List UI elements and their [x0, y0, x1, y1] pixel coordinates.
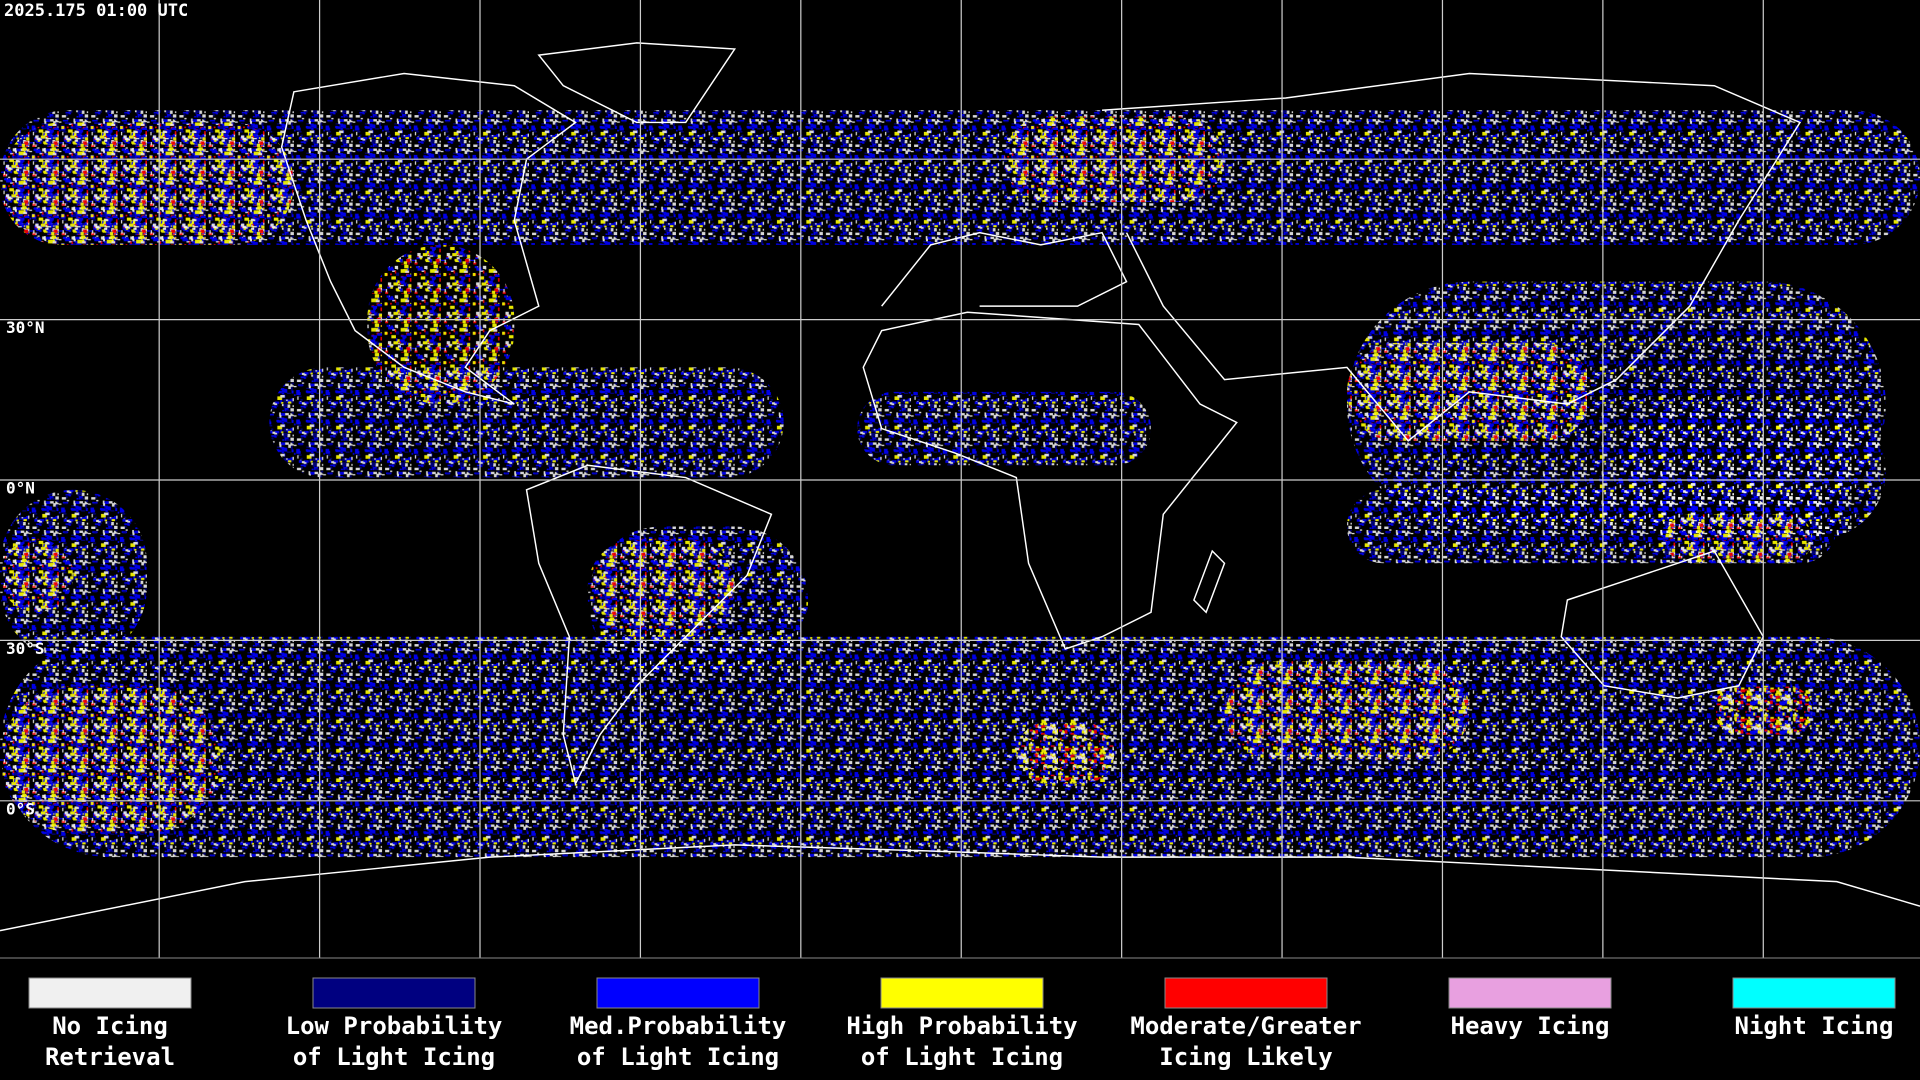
- legend-label: Retrieval: [45, 1043, 175, 1071]
- coast-south-america: [525, 464, 773, 786]
- coast-africa: [862, 311, 1238, 650]
- legend-swatch: [1448, 977, 1612, 1009]
- icing-cluster: [1665, 514, 1813, 564]
- timestamp: 2025.175 01:00 UTC: [4, 1, 188, 21]
- lat-label: 0°N: [6, 478, 35, 497]
- legend-label: High Probability: [846, 1012, 1077, 1040]
- icing-cluster: [367, 244, 515, 405]
- coast-greenland: [537, 42, 737, 124]
- coast-madagascar: [1193, 549, 1226, 614]
- map-area: [0, 0, 1920, 958]
- icing-cluster: [587, 538, 735, 637]
- coast-australia: [1560, 550, 1765, 699]
- legend-label: Icing Likely: [1159, 1043, 1332, 1071]
- coastlines: [0, 42, 1920, 932]
- coast-asia: [1102, 72, 1802, 442]
- legend-label: of Light Icing: [293, 1043, 495, 1071]
- legend-label: Heavy Icing: [1451, 1012, 1610, 1040]
- icing-cluster: [0, 538, 74, 613]
- icing-cluster: [857, 391, 1152, 466]
- legend-label: Low Probability: [286, 1012, 503, 1040]
- legend-label: Night Icing: [1735, 1012, 1894, 1040]
- lat-labels: 30°N 0°N 30°S 0°S: [6, 318, 45, 818]
- icing-cluster: [0, 122, 294, 245]
- legend-swatch: [312, 977, 476, 1009]
- icing-cluster: [1224, 661, 1470, 760]
- legend-swatch: [596, 977, 760, 1009]
- icing-cluster: [0, 636, 1920, 858]
- legend: No Icing Retrieval Low Probability of Light…: [28, 977, 1896, 1071]
- icing-cluster: [269, 367, 784, 478]
- icing-field: [0, 110, 1920, 858]
- legend-swatch: [1732, 977, 1896, 1009]
- coast-north-america: [280, 72, 577, 405]
- coast-europe: [881, 231, 1128, 307]
- legend-label: of Light Icing: [577, 1043, 779, 1071]
- coast-antarctica: [0, 844, 1920, 932]
- legend-swatch: [880, 977, 1044, 1009]
- legend-label: No Icing: [52, 1012, 168, 1040]
- legend-label: Med.Probability: [570, 1012, 787, 1040]
- lat-label: 30°N: [6, 318, 45, 337]
- legend-label: of Light Icing: [861, 1043, 1063, 1071]
- legend-swatch: [1164, 977, 1328, 1009]
- lat-label: 30°S: [6, 639, 45, 658]
- legend-swatch: [28, 977, 192, 1009]
- legend-label: Moderate/Greater: [1130, 1012, 1361, 1040]
- icing-cluster: [0, 685, 221, 833]
- icing-cluster: [1016, 722, 1115, 784]
- graticule: [0, 0, 1920, 958]
- lat-label: 0°S: [6, 799, 35, 818]
